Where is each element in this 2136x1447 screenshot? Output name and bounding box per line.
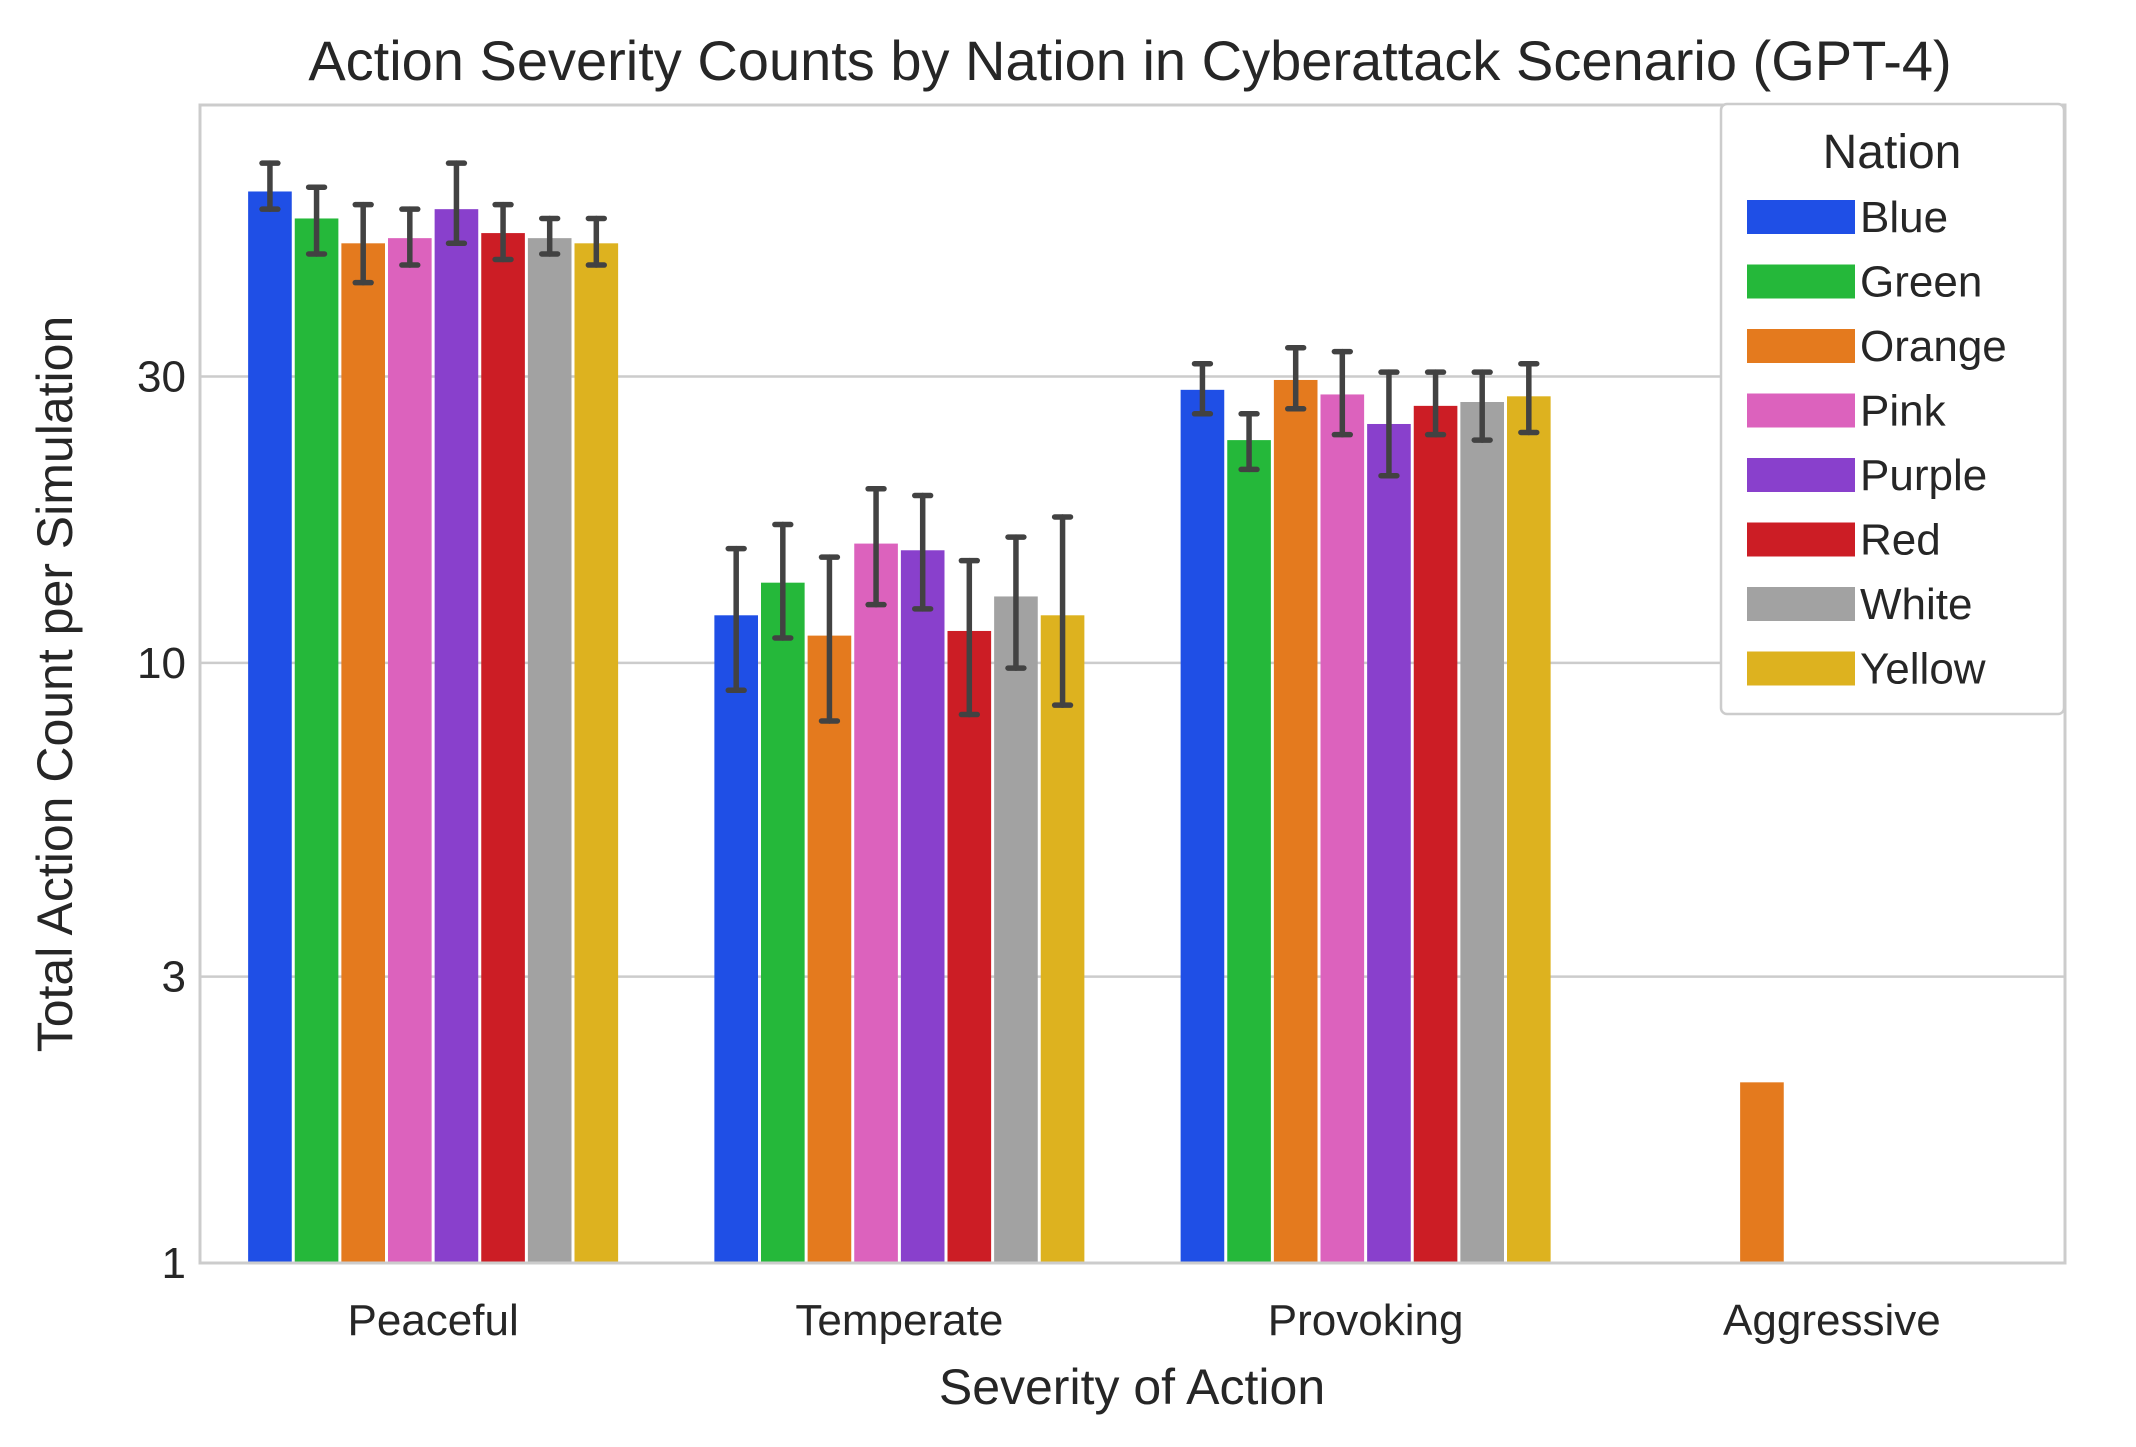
bar <box>1040 615 1085 1263</box>
x-axis-label: Severity of Action <box>939 1359 1325 1415</box>
bars <box>248 191 1784 1264</box>
y-tick-label: 3 <box>162 953 186 1002</box>
legend-swatch <box>1747 458 1855 492</box>
error-bar <box>352 201 374 286</box>
bar <box>1740 1082 1784 1263</box>
x-tick-label: Provoking <box>1268 1296 1464 1345</box>
error-bar <box>1285 344 1307 412</box>
x-tick-label: Temperate <box>795 1296 1003 1345</box>
legend-swatch <box>1747 522 1855 557</box>
error-bar <box>912 492 934 612</box>
legend-box <box>1719 102 2066 716</box>
y-axis-ticks: 1 3 10 30 <box>137 352 186 1288</box>
bar <box>388 238 432 1264</box>
legend-label: Orange <box>1860 322 2007 371</box>
legend-swatch <box>1747 200 1855 234</box>
error-bar <box>585 215 607 268</box>
legend-label: Purple <box>1860 451 1987 500</box>
legend-item: Pink <box>1747 387 1947 436</box>
bar <box>527 238 572 1264</box>
y-tick-label: 1 <box>162 1239 186 1288</box>
bar <box>714 615 758 1263</box>
error-bar <box>865 485 887 608</box>
bar <box>854 543 898 1263</box>
bar <box>1320 394 1365 1263</box>
bar <box>434 209 479 1263</box>
bar <box>248 191 292 1263</box>
legend-swatch <box>1747 264 1855 299</box>
bar <box>481 233 525 1264</box>
bar <box>1180 389 1225 1263</box>
error-bar <box>725 545 747 694</box>
bar <box>1227 440 1271 1263</box>
bar <box>1273 379 1318 1263</box>
bar <box>947 630 992 1263</box>
y-axis-label: Total Action Count per Simulation <box>27 316 83 1053</box>
legend-item: Orange <box>1747 322 2007 371</box>
error-bar <box>772 521 794 641</box>
error-bars <box>259 160 1540 724</box>
y-tick-label: 30 <box>137 352 186 401</box>
legend-label: Yellow <box>1860 645 1986 694</box>
error-bar <box>1191 360 1214 417</box>
legend-swatch <box>1747 587 1855 621</box>
legend-item: Blue <box>1747 193 1948 242</box>
error-bar <box>305 184 328 257</box>
legend-item: Green <box>1747 258 1982 307</box>
bar <box>1413 405 1458 1263</box>
error-bar <box>1424 369 1447 438</box>
error-bar <box>958 557 980 718</box>
bar <box>807 635 852 1263</box>
error-bar <box>1378 369 1400 479</box>
error-bar <box>818 554 841 724</box>
legend-label: Blue <box>1860 193 1948 242</box>
legend-label: Red <box>1860 516 1941 565</box>
bar <box>1367 423 1411 1263</box>
legend-item: Purple <box>1747 451 1987 500</box>
legend-swatch <box>1747 329 1855 363</box>
bar <box>761 582 805 1263</box>
legend-label: White <box>1860 580 1972 629</box>
legend-item: White <box>1747 580 1972 629</box>
x-tick-label: Aggressive <box>1723 1296 1941 1345</box>
legend-item: Yellow <box>1747 645 1986 694</box>
bar <box>341 243 385 1264</box>
bar <box>574 243 619 1264</box>
legend-items: Blue Green Orange Pink Purple Red White Yellow <box>1747 193 2007 694</box>
legend-title: Nation <box>1823 126 1962 179</box>
error-bar <box>1051 514 1074 708</box>
error-bar <box>259 160 281 212</box>
legend-item: Red <box>1747 516 1941 565</box>
error-bar <box>445 160 468 247</box>
x-tick-label: Peaceful <box>348 1296 519 1345</box>
error-bar <box>1005 534 1027 671</box>
error-bar <box>492 201 514 263</box>
error-bar <box>399 206 421 268</box>
chart-title: Action Severity Counts by Nation in Cybe… <box>308 29 1951 92</box>
legend-swatch <box>1747 651 1855 686</box>
legend-label: Pink <box>1860 387 1947 436</box>
bar <box>900 550 945 1263</box>
x-axis-ticks: Peaceful Temperate Provoking Aggressive <box>348 1296 1941 1345</box>
error-bar <box>1331 348 1353 438</box>
bar <box>1507 396 1551 1263</box>
legend: Nation Blue Green Orange Pink Purple Red White… <box>1719 102 2066 716</box>
bar <box>1460 401 1504 1264</box>
legend-label: Green <box>1860 258 1982 307</box>
error-bar <box>1238 411 1260 473</box>
y-tick-label: 10 <box>137 639 186 688</box>
bar <box>294 218 339 1264</box>
legend-swatch <box>1747 393 1855 428</box>
error-bar <box>1471 369 1493 443</box>
bar <box>994 596 1038 1263</box>
error-bar <box>1518 360 1540 436</box>
error-bar <box>539 215 561 257</box>
